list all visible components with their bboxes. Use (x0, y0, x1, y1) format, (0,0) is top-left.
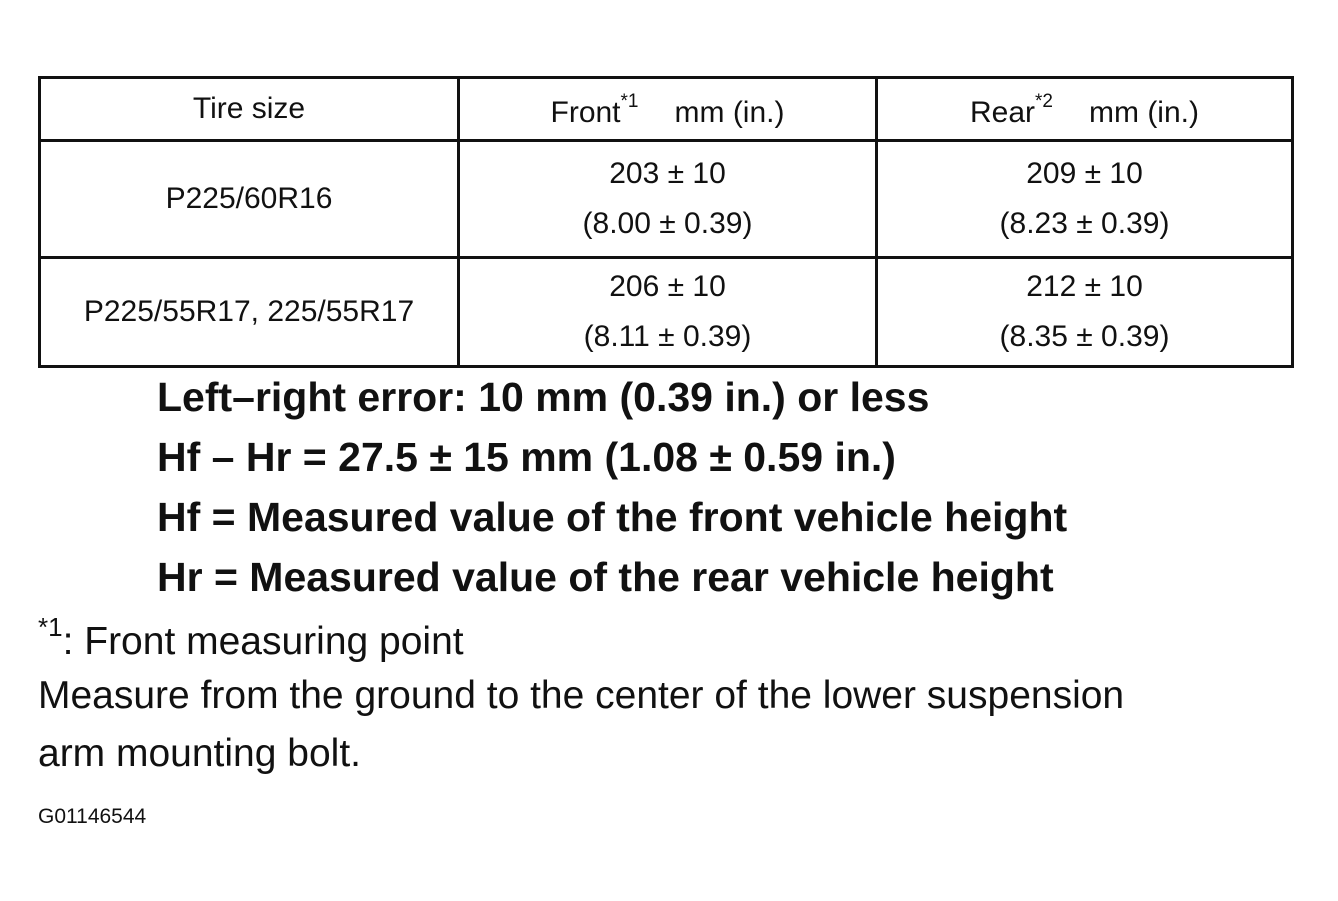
rear-in: (8.23 ± 0.39) (999, 207, 1170, 240)
rear-label: Rear (970, 95, 1036, 129)
table-row: P225/60R16 203 ± 10 (8.00 ± 0.39) 209 ± 1… (38, 139, 1294, 259)
rear-unit: mm (in.) (1089, 95, 1199, 129)
header-front: Front*1 mm (in.) (457, 76, 878, 142)
spec-hf-definition: Hf = Measured value of the front vehicle… (157, 494, 1068, 540)
tire-size-cell: P225/55R17, 225/55R17 (38, 256, 460, 368)
front-mm: 203 ± 10 (609, 157, 726, 190)
rear-mm: 212 ± 10 (1026, 270, 1143, 303)
spec-hf-hr: Hf – Hr = 27.5 ± 15 mm (1.08 ± 0.59 in.) (157, 434, 896, 480)
rear-cell: 212 ± 10 (8.35 ± 0.39) (875, 256, 1294, 368)
table-header-row: Tire size Front*1 mm (in.) Rear*2 mm (in.) (38, 76, 1294, 142)
tire-size-cell: P225/60R16 (38, 139, 460, 259)
note-line-2: arm mounting bolt. (38, 732, 361, 775)
header-tire-size: Tire size (38, 76, 460, 142)
table-row: P225/55R17, 225/55R17 206 ± 10 (8.11 ± 0.… (38, 256, 1294, 368)
header-rear: Rear*2 mm (in.) (875, 76, 1294, 142)
figure-code: G01146544 (38, 805, 147, 828)
front-mm: 206 ± 10 (609, 270, 726, 303)
note-title-text: : Front measuring point (62, 620, 464, 663)
rear-note-marker: *2 (1035, 90, 1053, 112)
rear-cell: 209 ± 10 (8.23 ± 0.39) (875, 139, 1294, 259)
front-in: (8.11 ± 0.39) (583, 320, 752, 353)
note-title: *1: Front measuring point (38, 612, 464, 664)
vehicle-height-table: Tire size Front*1 mm (in.) Rear*2 mm (in.)… (38, 76, 1294, 368)
front-in: (8.00 ± 0.39) (582, 207, 753, 240)
note-line-1: Measure from the ground to the center of… (38, 674, 1125, 717)
front-cell: 206 ± 10 (8.11 ± 0.39) (457, 256, 878, 368)
front-cell: 203 ± 10 (8.00 ± 0.39) (457, 139, 878, 259)
rear-in: (8.35 ± 0.39) (999, 320, 1170, 353)
spec-hr-definition: Hr = Measured value of the rear vehicle … (157, 554, 1054, 600)
front-note-marker: *1 (620, 90, 639, 112)
note-marker: *1 (38, 612, 63, 642)
spec-left-right-error: Left–right error: 10 mm (0.39 in.) or le… (157, 374, 930, 420)
front-label: Front (550, 95, 621, 129)
rear-mm: 209 ± 10 (1026, 157, 1143, 190)
front-unit: mm (in.) (674, 95, 785, 129)
